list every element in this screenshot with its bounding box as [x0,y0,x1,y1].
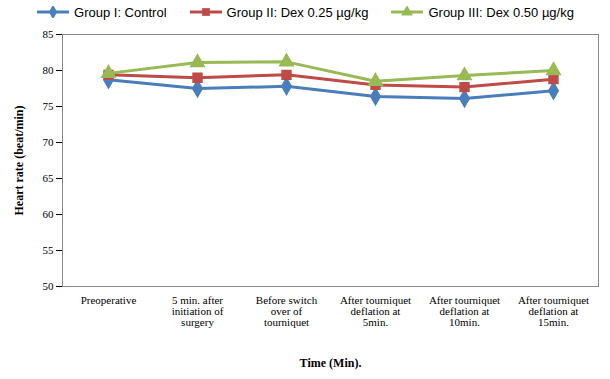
html-text:Group III: Dex 0.50 µg/kg: Group III: Dex 0.50 µg/kg [428,4,574,20]
svg-text:50: 50 [43,280,55,292]
svg-text:55: 55 [43,244,55,256]
svg-text:70: 70 [43,136,55,148]
svg-text:85: 85 [43,28,55,40]
svg-text:Time (Min).: Time (Min). [300,356,362,370]
svg-text:65: 65 [43,172,55,184]
svg-text:75: 75 [43,100,55,112]
svg-text:After tourniquetdeflation at5m: After tourniquetdeflation at5min. [340,294,411,328]
html-text:Group II: Dex 0.25 µg/kg: Group II: Dex 0.25 µg/kg [226,4,369,20]
svg-text:Before switchover oftourniquet: Before switchover oftourniquet [256,294,318,328]
svg-text:Preoperative: Preoperative [81,294,137,306]
svg-text:60: 60 [43,208,55,220]
svg-text:After tourniquetdeflation at15: After tourniquetdeflation at15min. [518,294,589,328]
svg-text:80: 80 [43,64,55,76]
svg-text:Heart rate (beat/min): Heart rate (beat/min) [12,106,26,216]
html-text:Group I: Control: Group I: Control [74,4,167,20]
svg-text:5 min. afterinitiation ofsurge: 5 min. afterinitiation ofsurgery [172,294,224,328]
svg-text:After tourniquetdeflation at10: After tourniquetdeflation at10min. [429,294,500,328]
